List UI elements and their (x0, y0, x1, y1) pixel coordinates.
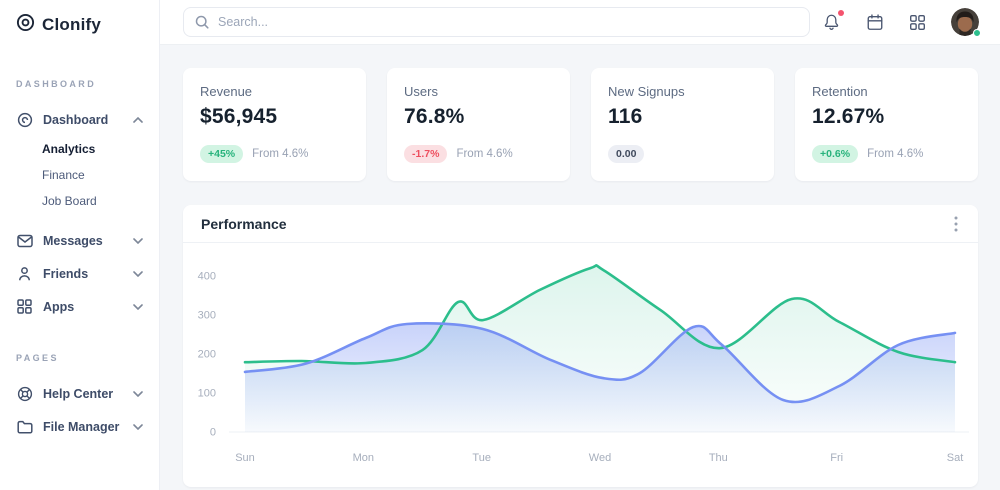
sidebar-nav-pages: Help Center File Manager (0, 377, 159, 443)
sidebar-item-label: File Manager (43, 419, 120, 434)
sidebar-item-apps[interactable]: Apps (0, 290, 159, 323)
brand-logo[interactable]: Clonify (0, 0, 159, 47)
sidebar-subitem-finance[interactable]: Finance (42, 168, 85, 182)
bell-icon[interactable] (822, 10, 844, 32)
performance-panel-header: Performance (183, 205, 978, 243)
performance-chart-svg: 0 100 200 300 400 Sun Mon Tue Wed Thu Fri Sat (198, 264, 969, 464)
stat-cards: Revenue $56,945 +45% From 4.6% Users 76.… (183, 68, 978, 181)
y-axis-label: 300 (198, 310, 216, 322)
stat-value: 12.67% (812, 105, 885, 128)
sidebar-item-help-center[interactable]: Help Center (0, 377, 159, 410)
kebab-menu-icon[interactable] (952, 214, 960, 234)
brand-logo-icon (16, 13, 35, 37)
avatar[interactable] (951, 8, 981, 37)
sidebar-subitem-job-board[interactable]: Job Board (42, 194, 97, 208)
section-label-pages: PAGES (16, 353, 59, 363)
series-line-blue (243, 322, 957, 404)
user-icon (16, 265, 33, 282)
main-content: Revenue $56,945 +45% From 4.6% Users 76.… (160, 45, 1000, 490)
panel-title: Performance (201, 215, 287, 232)
y-axis-label: 0 (210, 427, 216, 439)
stat-note: From 4.6% (252, 148, 309, 160)
sidebar-item-label: Apps (43, 299, 75, 314)
search-box[interactable] (183, 7, 810, 37)
stat-badge: +45% (200, 145, 244, 163)
chevron-down-icon (133, 423, 143, 430)
x-axis-label: Sun (235, 452, 255, 464)
search-input[interactable] (218, 15, 798, 29)
section-label-dashboard: DASHBOARD (16, 79, 97, 89)
content-column: Revenue $56,945 +45% From 4.6% Users 76.… (160, 0, 1000, 490)
x-axis-label: Mon (353, 452, 374, 464)
topbar-actions (822, 8, 981, 37)
chevron-down-icon (133, 237, 143, 244)
x-axis-label: Thu (709, 452, 728, 464)
folder-icon (16, 418, 33, 435)
stat-badge: -1.7% (404, 145, 448, 163)
performance-panel: Performance 0 100 200 300 400 Sun Mon Tue Wed Thu… (183, 205, 978, 487)
stat-card-revenue: Revenue $56,945 +45% From 4.6% (183, 68, 366, 181)
y-axis-label: 400 (198, 271, 216, 283)
stat-title: Users (404, 84, 438, 99)
stat-card-new-signups: New Signups 116 0.00 (591, 68, 774, 181)
chevron-down-icon (133, 270, 143, 277)
y-axis-label: 200 (198, 349, 216, 361)
sidebar-item-label: Help Center (43, 386, 114, 401)
stat-value: $56,945 (200, 105, 278, 128)
stat-note: From 4.6% (867, 148, 924, 160)
stat-title: Revenue (200, 84, 253, 99)
sidebar-item-dashboard[interactable]: Dashboard (0, 103, 159, 136)
apps-grid-icon[interactable] (909, 14, 926, 31)
brand-name: Clonify (42, 15, 102, 34)
stat-value: 116 (608, 105, 643, 128)
sidebar-subitem-analytics[interactable]: Analytics (42, 142, 96, 156)
sidebar-item-label: Messages (43, 233, 103, 248)
sidebar: Clonify DASHBOARD Dashboard Analytics Fi… (0, 0, 160, 490)
stat-title: Retention (812, 84, 868, 99)
calendar-icon[interactable] (866, 13, 884, 32)
status-dot (973, 29, 981, 37)
stat-value: 76.8% (404, 105, 465, 128)
stat-badge: 0.00 (608, 145, 645, 163)
sidebar-nav: Dashboard Analytics Finance Job Board Me… (0, 103, 159, 323)
stat-card-retention: Retention 12.67% +0.6% From 4.6% (795, 68, 978, 181)
sidebar-item-label: Friends (43, 266, 89, 281)
chevron-down-icon (133, 390, 143, 397)
x-axis-label: Wed (589, 452, 611, 464)
sidebar-item-messages[interactable]: Messages (0, 224, 159, 257)
stat-badge: +0.6% (812, 145, 859, 163)
stat-card-users: Users 76.8% -1.7% From 4.6% (387, 68, 570, 181)
stat-note: From 4.6% (456, 148, 513, 160)
series-line-green (243, 264, 957, 365)
x-axis-label: Tue (472, 452, 491, 464)
mail-icon (16, 232, 33, 249)
performance-chart: 0 100 200 300 400 Sun Mon Tue Wed Thu Fri Sat (183, 243, 978, 487)
x-axis-label: Sat (947, 452, 964, 464)
y-axis-label: 100 (198, 388, 216, 400)
chevron-up-icon (133, 116, 143, 123)
dashboard-icon (16, 111, 33, 128)
sidebar-item-label: Dashboard (43, 112, 109, 127)
apps-icon (16, 298, 33, 315)
stat-title: New Signups (608, 84, 685, 99)
x-axis-label: Fri (830, 452, 843, 464)
chevron-down-icon (133, 303, 143, 310)
sidebar-item-file-manager[interactable]: File Manager (0, 410, 159, 443)
help-icon (16, 385, 33, 402)
sidebar-item-friends[interactable]: Friends (0, 257, 159, 290)
search-icon (195, 15, 209, 29)
notification-dot (838, 10, 844, 16)
topbar (160, 0, 1000, 45)
